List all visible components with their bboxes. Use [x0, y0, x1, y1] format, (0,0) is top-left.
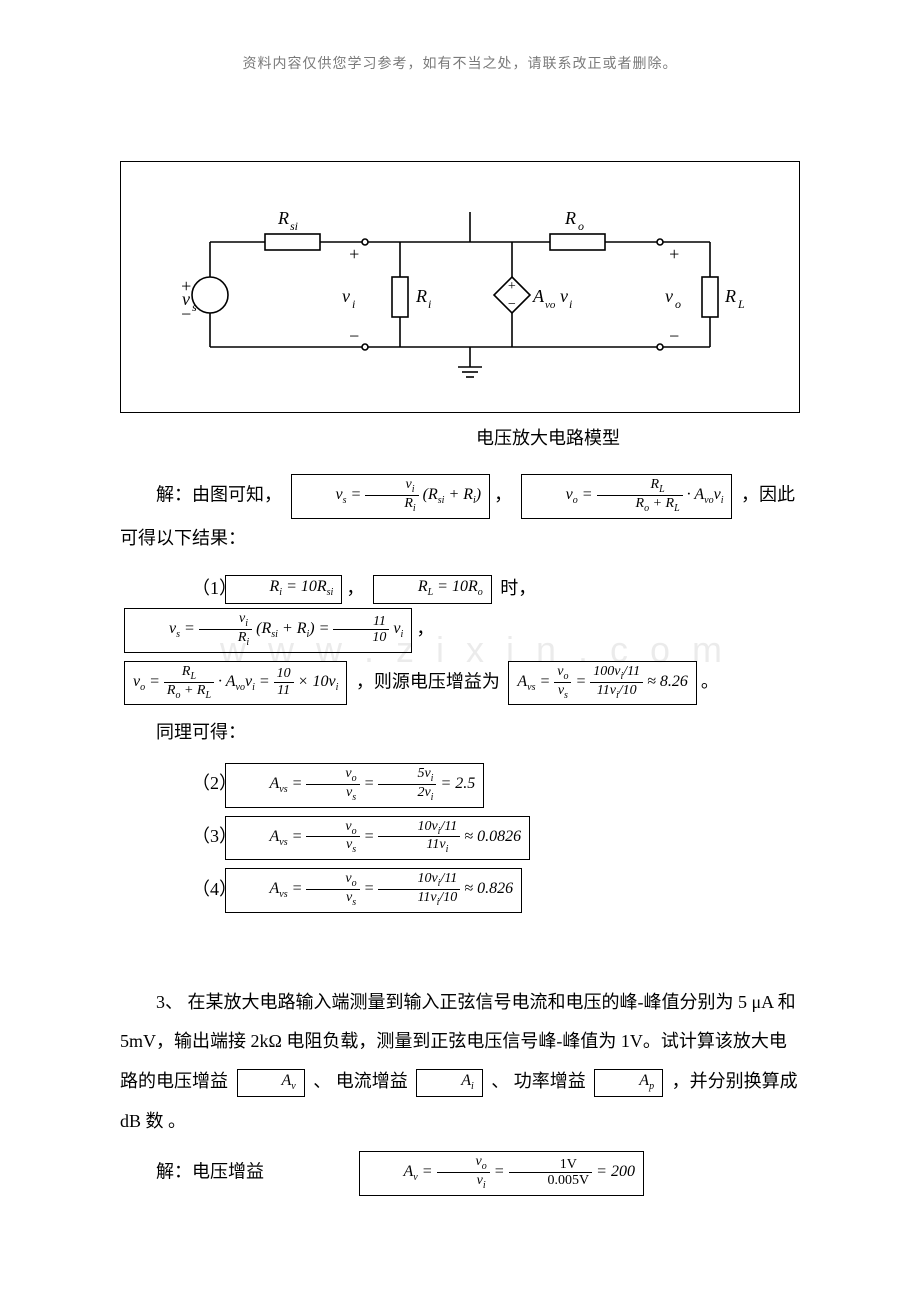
svg-text:i: i: [428, 297, 431, 311]
case1-line1: （1） Ri = 10Rsi， RL = 10Ro 时， vs = viRi (…: [120, 569, 800, 653]
svg-text:v: v: [182, 289, 190, 309]
case1-line2: vo = RLRo + RL · Avovi = 1011 × 10vi ，则源…: [120, 661, 800, 706]
case1-cond2: RL = 10Ro: [373, 575, 492, 603]
case2: （2） Avs = vovs = 5vi2vi = 2.5: [120, 763, 800, 808]
circuit-diagram-box: Rsi Ro + − vs +− vi Ri + − Avovi +− vo R…: [120, 161, 800, 413]
figure-caption: 电压放大电路模型: [120, 419, 800, 459]
svg-text:−: −: [348, 326, 360, 346]
problem3-number: 3、: [156, 992, 183, 1012]
solve-eq-Av: Av = vovi = 1V0.005V = 200: [359, 1151, 644, 1196]
svg-text:i: i: [569, 297, 572, 311]
case1-cond1: Ri = 10Rsi: [225, 575, 343, 603]
sep1: 、 电流增益: [313, 1071, 408, 1091]
Ai-box: Ai: [416, 1069, 483, 1097]
same-line: 同理可得：: [120, 713, 800, 753]
svg-text:L: L: [737, 297, 745, 311]
page-container: 资料内容仅供您学习参考，如有不当之处，请联系改正或者删除。: [0, 0, 920, 1256]
svg-text:A: A: [532, 286, 545, 306]
problem-3: 3、 在某放大电路输入端测量到输入正弦信号电流和电压的峰-峰值分别为 5 μA …: [120, 983, 800, 1141]
svg-text:o: o: [578, 219, 584, 233]
Ap-box: Ap: [594, 1069, 663, 1097]
case2-label: （2）: [156, 764, 216, 804]
svg-text:+: +: [348, 244, 360, 264]
eq-vs-general: vs = viRi (Rsi + Ri): [291, 474, 491, 519]
header-note: 资料内容仅供您学习参考，如有不当之处，请联系改正或者删除。: [120, 50, 800, 81]
svg-text:R: R: [724, 286, 736, 306]
svg-text:v: v: [665, 286, 673, 306]
svg-text:R: R: [415, 286, 427, 306]
svg-text:s: s: [192, 300, 197, 314]
case1-cond-suffix: 时，: [500, 578, 536, 598]
case4: （4） Avs = vovs = 10vi/1111vi/10 ≈ 0.826: [120, 868, 800, 913]
Av-box: Av: [237, 1069, 305, 1097]
circuit-svg: Rsi Ro + − vs +− vi Ri + − Avovi +− vo R…: [170, 182, 750, 392]
svg-text:−: −: [507, 297, 516, 312]
intro-prefix: 解：由图可知，: [156, 485, 282, 505]
problem3-solve: 解：电压增益 Av = vovi = 1V0.005V = 200: [120, 1151, 800, 1196]
svg-text:i: i: [352, 297, 355, 311]
case3-label: （3）: [156, 817, 216, 857]
case1-eq-vo: vo = RLRo + RL · Avovi = 1011 × 10vi: [124, 661, 347, 706]
svg-text:R: R: [277, 208, 289, 228]
svg-text:vo: vo: [545, 299, 556, 311]
eq-vo-general: vo = RLRo + RL · Avovi: [521, 474, 733, 519]
case3-eq: Avs = vovs = 10vi/1111vi ≈ 0.0826: [225, 816, 531, 861]
sep2: 、 功率增益: [491, 1071, 586, 1091]
solution-intro: 解：由图可知， vs = viRi (Rsi + Ri) ， vo = RLRo…: [120, 474, 800, 558]
svg-text:+: +: [668, 244, 680, 264]
svg-text:v: v: [560, 286, 568, 306]
svg-text:v: v: [342, 286, 350, 306]
svg-text:si: si: [290, 219, 298, 233]
case4-label: （4）: [156, 870, 216, 910]
case4-eq: Avs = vovs = 10vi/1111vi/10 ≈ 0.826: [225, 868, 523, 913]
case1-label: （1）: [156, 569, 216, 609]
svg-text:−: −: [668, 326, 680, 346]
case1-eq-Avs: Avs = vovs = 100vi/1111vi/10 ≈ 8.26: [508, 661, 697, 706]
case1-conclusion-prefix: ，则源电压增益为: [356, 671, 500, 691]
case1-eq-vs: vs = viRi (Rsi + Ri) = 1110 vi: [124, 608, 412, 653]
solve-label: 解：电压增益: [156, 1162, 264, 1182]
svg-text:R: R: [564, 208, 576, 228]
case3: （3） Avs = vovs = 10vi/1111vi ≈ 0.0826: [120, 816, 800, 861]
svg-text:+: +: [507, 279, 516, 294]
case2-eq: Avs = vovs = 5vi2vi = 2.5: [225, 763, 485, 808]
svg-text:o: o: [675, 297, 681, 311]
